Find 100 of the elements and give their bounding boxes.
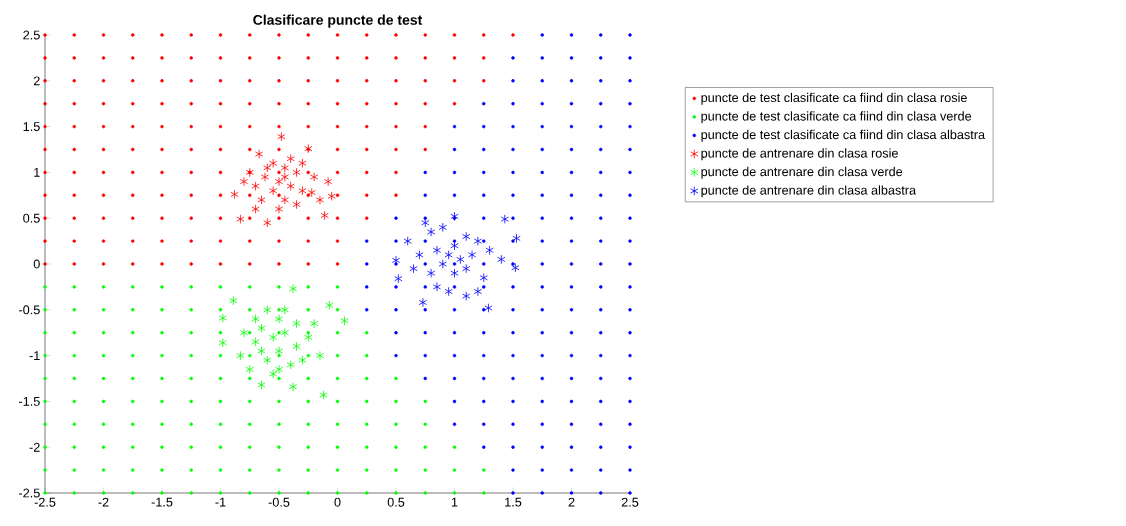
point bbox=[251, 204, 260, 214]
point bbox=[500, 214, 509, 224]
legend-label: puncte de antrenare din clasa verde bbox=[701, 166, 903, 179]
point bbox=[438, 222, 447, 233]
point bbox=[304, 143, 313, 154]
y-tick-label: -2 bbox=[29, 442, 40, 452]
point bbox=[255, 149, 264, 159]
x-tick-label: 2.5 bbox=[621, 497, 639, 507]
point bbox=[230, 189, 239, 200]
point bbox=[274, 346, 284, 356]
x-tick-label: 0.5 bbox=[387, 497, 405, 507]
point bbox=[236, 214, 245, 224]
point bbox=[427, 268, 436, 278]
point bbox=[409, 263, 418, 274]
point bbox=[263, 218, 272, 228]
point bbox=[286, 360, 295, 370]
point bbox=[218, 338, 227, 348]
point bbox=[236, 350, 245, 361]
point bbox=[511, 263, 520, 273]
point bbox=[257, 346, 266, 356]
legend-label: puncte de test clasificate ca fiind din clasa rosie bbox=[701, 92, 967, 105]
y-tick-label: 0 bbox=[33, 259, 40, 269]
point bbox=[239, 328, 248, 338]
point bbox=[324, 176, 333, 187]
point bbox=[432, 245, 442, 255]
point bbox=[286, 181, 295, 191]
point bbox=[292, 167, 301, 178]
point bbox=[257, 380, 266, 390]
legend-label: puncte de antrenare din clasa rosie bbox=[701, 148, 898, 161]
point bbox=[269, 186, 278, 196]
point bbox=[218, 313, 227, 323]
y-tick-label: -1.5 bbox=[19, 396, 40, 406]
point bbox=[450, 211, 459, 222]
y-tick-label: 2 bbox=[33, 76, 40, 86]
point bbox=[274, 176, 284, 187]
point bbox=[229, 295, 238, 306]
point bbox=[298, 186, 307, 196]
x-tick-label: 1.5 bbox=[505, 497, 522, 507]
point bbox=[257, 195, 266, 205]
x-tick-label: -0.5 bbox=[268, 497, 290, 507]
point bbox=[269, 158, 278, 168]
point bbox=[277, 132, 286, 142]
point bbox=[325, 300, 334, 310]
point bbox=[263, 163, 272, 173]
point bbox=[274, 204, 284, 214]
point bbox=[484, 303, 493, 313]
point bbox=[485, 245, 494, 255]
point bbox=[251, 181, 260, 191]
point bbox=[251, 337, 260, 347]
point bbox=[307, 187, 316, 198]
point bbox=[512, 233, 521, 244]
legend-label: puncte de test clasificate ca fiind din clasa albastra bbox=[701, 129, 986, 142]
point bbox=[280, 328, 289, 338]
y-tick-label: 1 bbox=[34, 168, 40, 177]
point bbox=[292, 341, 301, 352]
point bbox=[280, 172, 289, 182]
point bbox=[269, 369, 278, 379]
point bbox=[319, 390, 328, 400]
y-tick-label: 0.5 bbox=[23, 213, 40, 223]
point bbox=[280, 195, 289, 205]
point bbox=[462, 291, 471, 301]
point bbox=[444, 250, 453, 260]
point bbox=[310, 318, 319, 329]
point bbox=[292, 318, 301, 329]
point bbox=[298, 355, 307, 365]
point bbox=[340, 316, 349, 326]
point bbox=[421, 218, 430, 228]
point bbox=[394, 274, 403, 284]
x-tick-label: -2 bbox=[98, 497, 109, 507]
point bbox=[473, 236, 482, 246]
point bbox=[245, 364, 254, 375]
x-tick-label: 0 bbox=[334, 497, 341, 507]
point bbox=[427, 227, 436, 237]
y-tick-label: 1.5 bbox=[23, 122, 40, 132]
point bbox=[310, 172, 319, 182]
y-tick-label: -1 bbox=[29, 351, 40, 360]
point bbox=[239, 176, 248, 187]
point bbox=[263, 355, 272, 365]
point bbox=[432, 282, 442, 292]
point bbox=[450, 268, 459, 278]
chart-title: Clasificare puncte de test bbox=[253, 14, 423, 28]
point bbox=[320, 210, 329, 221]
point bbox=[438, 259, 447, 269]
point bbox=[450, 241, 459, 251]
point bbox=[456, 254, 465, 265]
legend-label: puncte de test clasificate ca fiind din clasa verde bbox=[701, 111, 972, 124]
legend-label: puncte de antrenare din clasa albastra bbox=[701, 185, 917, 198]
point bbox=[286, 154, 295, 164]
point bbox=[257, 323, 266, 333]
point bbox=[327, 191, 336, 201]
point bbox=[280, 163, 289, 173]
point bbox=[269, 332, 278, 342]
point bbox=[263, 305, 272, 315]
x-tick-label: 1 bbox=[451, 497, 458, 507]
point bbox=[280, 305, 289, 315]
point bbox=[315, 195, 325, 205]
point bbox=[473, 286, 482, 297]
x-tick-label: 2 bbox=[568, 497, 575, 507]
x-tick-label: -1 bbox=[215, 497, 226, 507]
point bbox=[418, 297, 428, 308]
